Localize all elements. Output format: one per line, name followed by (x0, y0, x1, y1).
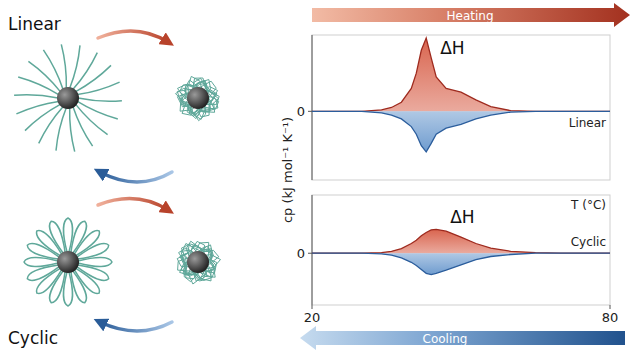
polymer-loop (77, 244, 109, 259)
polymer-chain (16, 101, 58, 114)
cyclic-brush-collapsed (177, 241, 220, 284)
polymer-chain (73, 53, 97, 90)
transition-arrow (98, 199, 168, 210)
polymer-chain (70, 108, 75, 152)
nanoparticle (187, 87, 209, 109)
panel-title: Cyclic (571, 235, 606, 249)
area (312, 38, 610, 111)
polymer-loop (37, 268, 62, 293)
y-axis (312, 195, 313, 305)
x-axis-title: T (°C) (570, 198, 606, 212)
y-tick-label: 0 (297, 246, 305, 261)
polymer-chain (28, 61, 60, 91)
polymer-chain (76, 104, 108, 134)
y-axis (312, 35, 313, 180)
schematic-label: Cyclic (8, 328, 58, 348)
polymer-loop (74, 231, 99, 256)
plot-frame (312, 35, 610, 180)
y-tick (308, 111, 312, 112)
plot-frame (312, 195, 610, 305)
panel: 0 20 80 ΔH Cyclic T (°C) (297, 195, 619, 325)
polymer-chain (77, 82, 119, 95)
nanoparticle (57, 251, 79, 273)
polymer-loop (37, 231, 62, 256)
curve (312, 229, 610, 253)
heating-arrow (312, 3, 630, 27)
nanoparticle (57, 87, 79, 109)
transition-arrow (100, 322, 172, 331)
y-axis-title: cp (kJ mol⁻¹ K⁻¹) (280, 117, 295, 223)
polymer-loop (74, 268, 99, 293)
polymer-chain (78, 98, 122, 101)
area (312, 111, 610, 152)
cooling-arrow (300, 326, 625, 350)
y-tick-label: 0 (297, 104, 305, 119)
polymer-chain (61, 44, 66, 88)
polymer-collapsed (176, 76, 220, 120)
polymer-chain (39, 107, 63, 144)
polymer-loop (50, 221, 65, 253)
delta-h: ΔH (440, 38, 464, 58)
polymer-loop (27, 265, 59, 280)
x-tick-label: 80 (602, 310, 619, 325)
transition-arrow (98, 31, 168, 42)
schematic-label: Linear (8, 14, 61, 34)
polymer-chain (77, 101, 117, 119)
polymer-chain (73, 107, 93, 146)
curve (312, 253, 610, 274)
heating-label: Heating (446, 9, 493, 23)
x-tick (610, 305, 611, 309)
polymer-chain (18, 77, 58, 95)
curve (312, 111, 610, 152)
data-group (312, 229, 610, 274)
area (312, 229, 610, 253)
data-group (312, 38, 610, 152)
delta-h: ΔH (450, 207, 474, 227)
area (312, 253, 610, 274)
cyclic-brush-extended (24, 218, 112, 306)
nanoparticle (187, 251, 209, 273)
linear-brush-collapsed (176, 76, 220, 120)
y-tick (308, 253, 312, 254)
polymer-chain (43, 50, 63, 89)
x-tick (312, 305, 313, 309)
linear-brush-extended (14, 44, 122, 151)
figure: Linear Cyclic Heating Cooling 0 ΔH Linear cp (k… (0, 0, 635, 350)
polymer-collapsed (177, 241, 220, 284)
transition-arrow (100, 172, 172, 182)
curve (312, 38, 610, 111)
panel-title: Linear (569, 116, 606, 130)
x-tick-label: 20 (304, 310, 321, 325)
cooling-label: Cooling (423, 332, 468, 346)
panel: 0 ΔH Linear (297, 35, 610, 180)
polymer-loop (71, 271, 86, 303)
polymer-chain (14, 95, 58, 98)
